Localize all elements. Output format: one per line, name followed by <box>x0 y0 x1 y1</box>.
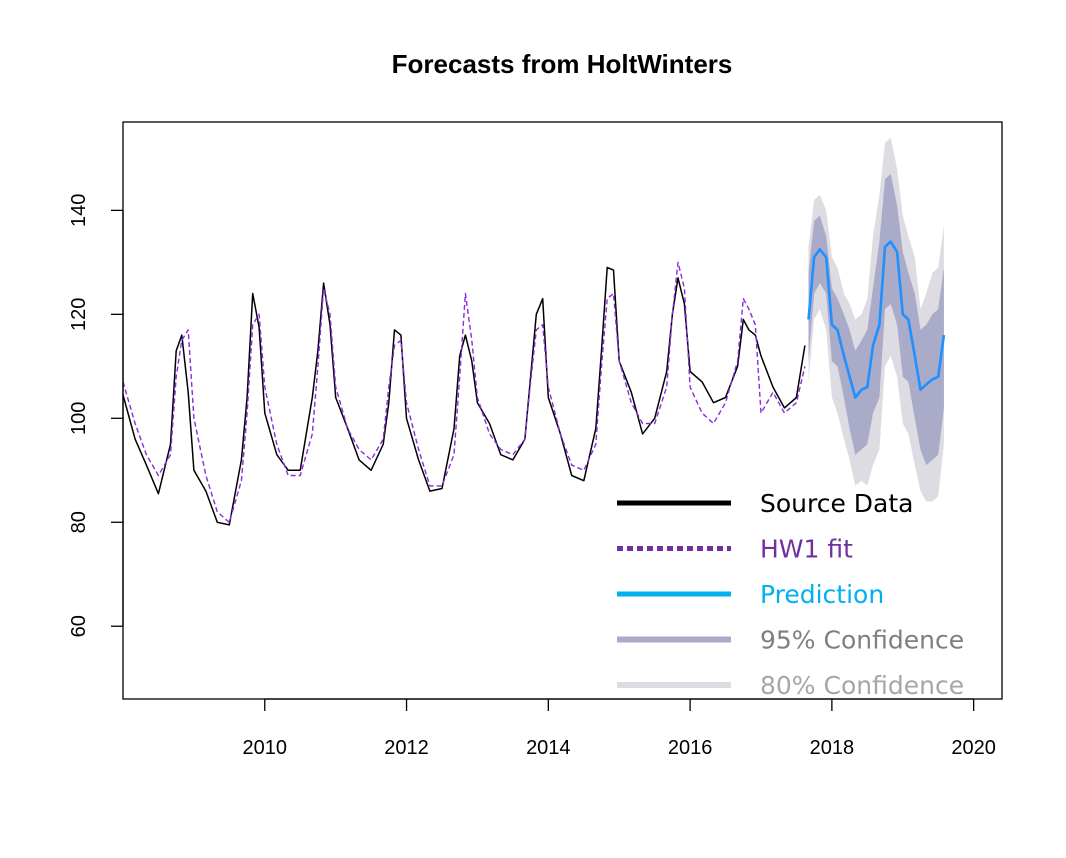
legend-80-confidence: 80% Confidence <box>617 671 964 700</box>
x-tick-label: 2014 <box>526 737 571 759</box>
y-tick-label: 80 <box>68 511 90 533</box>
legend-95-confidence: 95% Confidence <box>617 626 964 655</box>
legend-source-data: Source Data <box>617 489 914 518</box>
y-tick-label: 120 <box>68 298 90 331</box>
y-tick-label: 100 <box>68 402 90 435</box>
legend-hw1-fit: HW1 fit <box>617 535 853 564</box>
x-tick-label: 2016 <box>668 737 713 759</box>
hw1-fit-line <box>122 261 806 523</box>
legend-label: HW1 fit <box>760 535 853 564</box>
legend: Source Data HW1 fit Prediction 95% Confiden… <box>617 489 964 700</box>
series-lines <box>122 240 946 526</box>
y-tick-label: 140 <box>68 194 90 227</box>
legend-label: Prediction <box>760 580 884 609</box>
x-tick-label: 2010 <box>243 737 288 759</box>
y-tick-label: 60 <box>68 615 90 637</box>
confidence-band-95 <box>808 174 944 466</box>
x-axis: 2010 2012 2014 2016 2018 2020 <box>243 698 996 759</box>
y-axis: 60 80 100 120 140 <box>68 194 124 637</box>
confidence-bands <box>808 137 944 502</box>
x-tick-label: 2020 <box>951 737 996 759</box>
legend-prediction: Prediction <box>617 580 884 609</box>
x-tick-label: 2018 <box>810 737 855 759</box>
source-data-line <box>122 266 806 526</box>
legend-label: 80% Confidence <box>760 671 964 700</box>
legend-label: 95% Confidence <box>760 626 964 655</box>
x-tick-label: 2012 <box>384 737 429 759</box>
legend-label: Source Data <box>760 489 914 518</box>
prediction-line <box>807 240 946 399</box>
chart-title: Forecasts from HoltWinters <box>392 49 733 79</box>
